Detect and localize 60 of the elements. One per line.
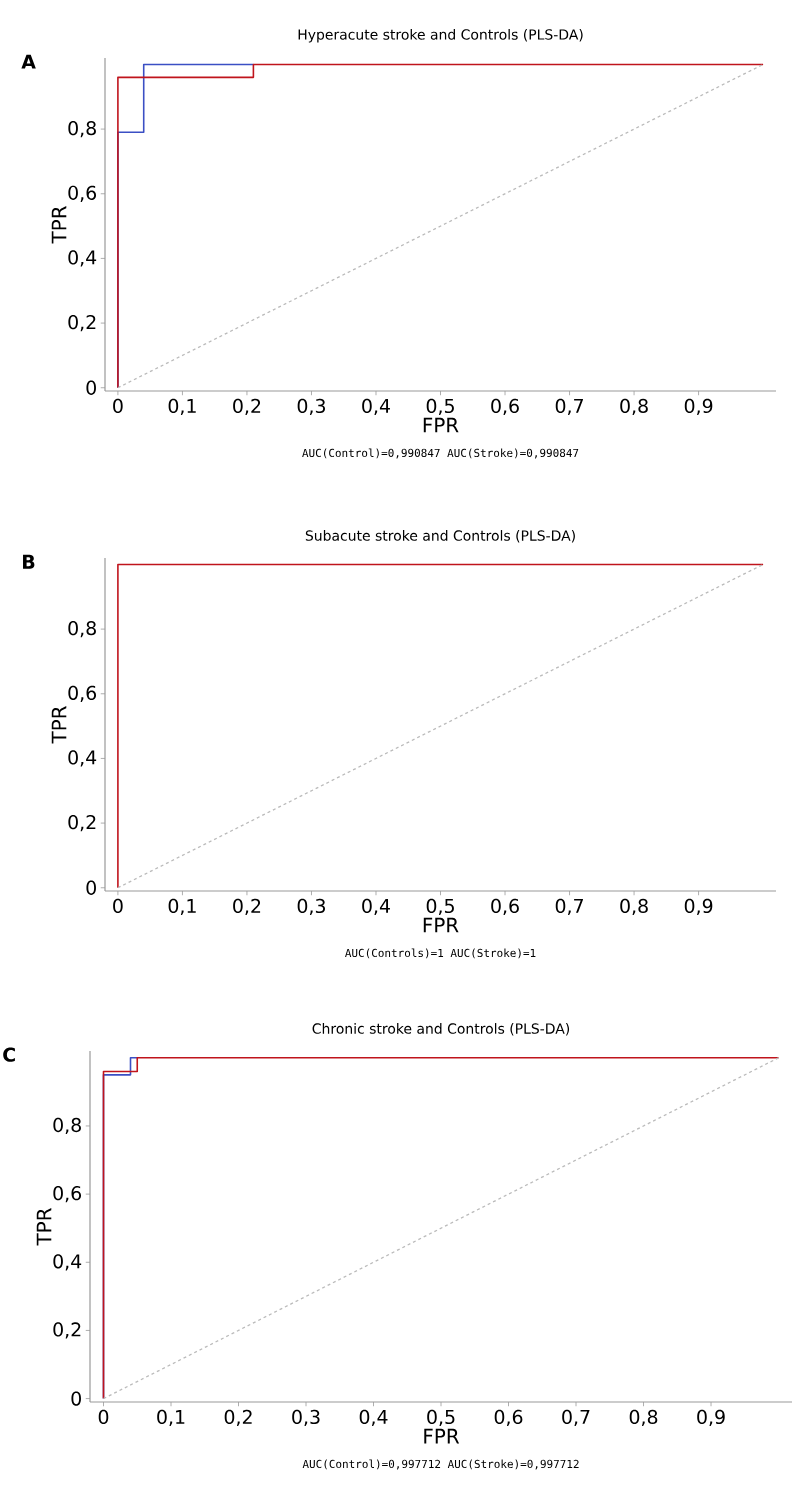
x-tick-label: 0,7: [555, 398, 583, 415]
x-tick-label: 0,2: [233, 898, 261, 916]
x-tick-label: 0,2: [233, 398, 261, 415]
x-tick-label: 0,1: [157, 1409, 185, 1427]
x-tick-label: 0,9: [684, 398, 713, 415]
y-tick-label: 0,4: [53, 1254, 82, 1271]
y-tick-label: 0,4: [68, 750, 97, 767]
y-tick-label: 0,2: [68, 814, 96, 832]
x-tick-label: 0,9: [697, 1409, 725, 1427]
y-tick-label: 0,6: [53, 1186, 82, 1203]
x-tick-label: 0: [113, 398, 123, 414]
y-axis-title: TPR: [51, 706, 67, 744]
x-tick-label: 0,5: [426, 398, 454, 415]
y-tick-label: 0,6: [68, 685, 97, 702]
text: AUC(Controls)=1 AUC(Stroke)=1: [345, 948, 536, 959]
y-tick-label: 0,8: [68, 620, 96, 638]
chart-title: Subacute stroke and Controls (PLS-DA): [305, 530, 575, 543]
x-tick-label: 0,4: [362, 398, 390, 415]
x-tick-label: 0,4: [359, 1409, 388, 1427]
text: B: [23, 554, 35, 569]
text: AUC(Control)=0,990847 AUC(Stroke)=0,990847: [302, 448, 579, 459]
x-tick-label: 0,2: [224, 1409, 252, 1427]
y-tick-label: 0: [71, 1391, 81, 1406]
x-axis-title: FPR: [423, 417, 459, 433]
x-tick-label: 0,9: [684, 898, 713, 916]
x-tick-label: 0,3: [297, 898, 326, 916]
x-tick-label: 0,8: [620, 398, 648, 415]
text: AUC(Control)=0,997712 AUC(Stroke)=0,997712: [302, 1459, 579, 1470]
x-tick-label: 0,1: [168, 398, 196, 415]
y-tick-label: 0,2: [68, 314, 96, 332]
x-tick-label: 0,6: [491, 398, 519, 415]
chart-title: Hyperacute stroke and Controls (PLS-DA): [298, 28, 583, 43]
y-tick-label: 0,2: [53, 1322, 81, 1339]
y-tick-label: 0,4: [68, 250, 97, 267]
y-tick-label: 0: [86, 880, 96, 895]
x-tick-label: 0,3: [292, 1409, 320, 1427]
x-tick-label: 0,6: [491, 898, 519, 916]
x-tick-label: 0,8: [620, 898, 648, 916]
x-axis-title: FPR: [424, 1428, 460, 1444]
x-tick-label: 0,7: [562, 1409, 590, 1427]
x-tick-label: 0: [113, 898, 123, 914]
x-tick-label: 0: [98, 1409, 109, 1425]
x-axis-title: FPR: [423, 917, 459, 933]
text: A: [21, 54, 36, 69]
y-tick-label: 0,8: [68, 120, 96, 138]
x-tick-label: 0,4: [362, 898, 390, 916]
y-tick-label: 0,8: [53, 1117, 81, 1135]
y-axis-title: TPR: [36, 1208, 52, 1246]
x-tick-label: 0,7: [555, 898, 583, 916]
x-tick-label: 0,6: [494, 1409, 523, 1427]
x-tick-label: 0,8: [629, 1409, 658, 1427]
text: C: [3, 1047, 15, 1062]
y-axis-title: TPR: [51, 206, 67, 244]
y-tick-label: 0: [86, 380, 96, 395]
x-tick-label: 0,5: [427, 1409, 455, 1427]
chart-title: Chronic stroke and Controls (PLS-DA): [312, 1023, 570, 1036]
y-tick-label: 0,6: [68, 185, 97, 202]
x-tick-label: 0,5: [426, 898, 454, 916]
x-tick-label: 0,1: [168, 898, 196, 916]
x-tick-label: 0,3: [297, 398, 326, 415]
